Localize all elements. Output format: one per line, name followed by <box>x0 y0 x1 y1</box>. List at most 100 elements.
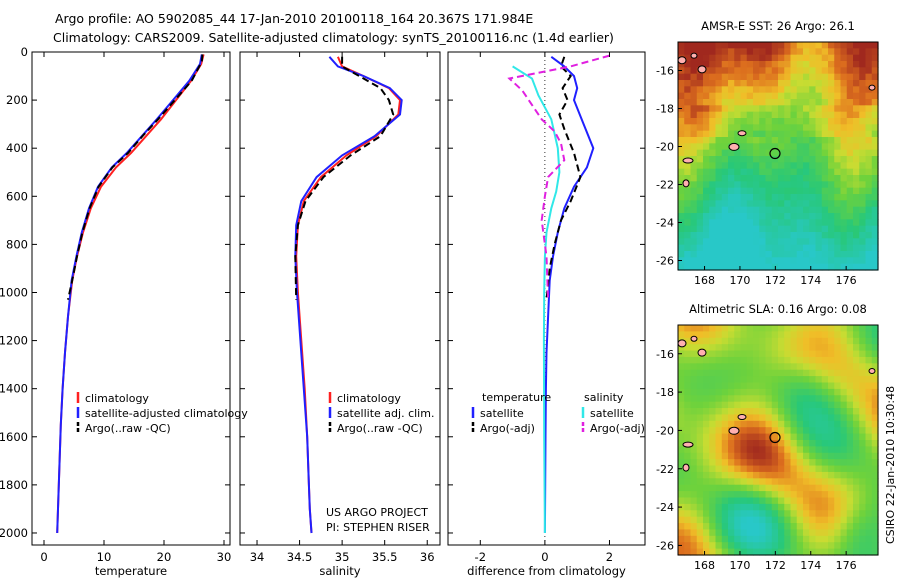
map-cell <box>715 244 723 252</box>
map-cell <box>828 516 835 524</box>
map-cell <box>765 363 773 371</box>
map-cell <box>765 376 773 384</box>
map-cell <box>834 181 842 189</box>
map-cell <box>721 516 729 524</box>
map-cell <box>815 263 823 271</box>
map-cell <box>846 194 854 201</box>
map-cell <box>684 529 692 537</box>
map-cell <box>803 130 810 138</box>
map-cell <box>784 200 792 208</box>
map-cell <box>765 187 773 195</box>
map-cell <box>678 42 685 49</box>
map-cell <box>690 105 698 113</box>
map-cell <box>859 143 867 151</box>
map-cell <box>753 200 760 208</box>
legend-label: Argo(-adj) <box>590 422 645 435</box>
map-cell <box>753 356 760 364</box>
map-cell <box>765 548 773 556</box>
map-cell <box>709 433 717 441</box>
map-cell <box>715 548 723 556</box>
legend-group-header: temperature <box>482 391 551 404</box>
map-cell <box>746 238 754 246</box>
map-cell <box>834 350 842 358</box>
map-cell <box>865 337 873 345</box>
map-cell <box>821 356 829 364</box>
map-cell <box>690 257 698 265</box>
map-cell <box>690 206 698 214</box>
map-cell <box>746 369 754 377</box>
map-cell <box>715 175 723 182</box>
map-cell <box>703 459 710 467</box>
map-cell <box>840 61 848 68</box>
map-cell <box>740 162 748 170</box>
map-cell <box>846 523 854 531</box>
map-cell <box>771 523 779 531</box>
map-cell <box>709 251 717 258</box>
map-cell <box>784 331 792 339</box>
map-cell <box>815 181 823 189</box>
map-cell <box>790 491 798 499</box>
map-cell <box>740 433 748 441</box>
map-cell <box>709 471 717 479</box>
map-cell <box>759 471 767 479</box>
map-cell <box>859 471 867 479</box>
map-cell <box>715 181 723 189</box>
map-cell <box>840 369 848 377</box>
map-cell <box>834 459 842 467</box>
map-cell <box>834 548 842 556</box>
map-cell <box>784 420 792 428</box>
map-cell <box>715 124 723 132</box>
map-cell <box>821 213 829 220</box>
map-cell <box>828 206 835 214</box>
map-cell <box>696 337 704 345</box>
map-cell <box>828 401 835 409</box>
map-cell <box>734 118 742 125</box>
map-cell <box>803 433 810 441</box>
map-cell <box>734 175 742 182</box>
map-cell <box>709 137 717 144</box>
map-cell <box>715 194 723 201</box>
map-cell <box>678 213 685 220</box>
map-cell <box>790 67 798 75</box>
map-cell <box>784 548 792 556</box>
map-cell <box>815 251 823 258</box>
map-cell <box>834 452 842 460</box>
map-cell <box>734 440 742 447</box>
map-cell <box>771 168 779 176</box>
map-cell <box>790 529 798 537</box>
map-cell <box>765 257 773 265</box>
map-cell <box>746 440 754 447</box>
map-cell <box>728 244 735 252</box>
map-cell <box>690 92 698 100</box>
map-cell <box>684 206 692 214</box>
map-cell <box>796 143 804 151</box>
map-cell <box>690 124 698 132</box>
map-cell <box>834 369 842 377</box>
map-cell <box>696 137 704 144</box>
map-cell <box>871 61 879 68</box>
map-cell <box>865 80 873 87</box>
map-cell <box>790 80 798 87</box>
map-cell <box>734 395 742 403</box>
map-cell <box>778 523 785 531</box>
map-cell <box>734 337 742 345</box>
map-cell <box>828 143 835 151</box>
map-cell <box>734 244 742 252</box>
map-cell <box>784 225 792 233</box>
map-cell <box>778 232 785 239</box>
map-cell <box>871 181 879 189</box>
map-cell <box>690 149 698 157</box>
map-cell <box>734 61 742 68</box>
map-cell <box>678 156 685 163</box>
map-cell <box>778 54 785 62</box>
map-cell <box>684 225 692 233</box>
map-cell <box>771 149 779 157</box>
map-cell <box>846 491 854 499</box>
map-cell <box>846 395 854 403</box>
map-cell <box>778 491 785 499</box>
map-cell <box>821 331 829 339</box>
map-cell <box>740 251 748 258</box>
map-cell <box>815 187 823 195</box>
y-tick-label: 1000 <box>0 285 28 299</box>
map-cell <box>828 510 835 518</box>
